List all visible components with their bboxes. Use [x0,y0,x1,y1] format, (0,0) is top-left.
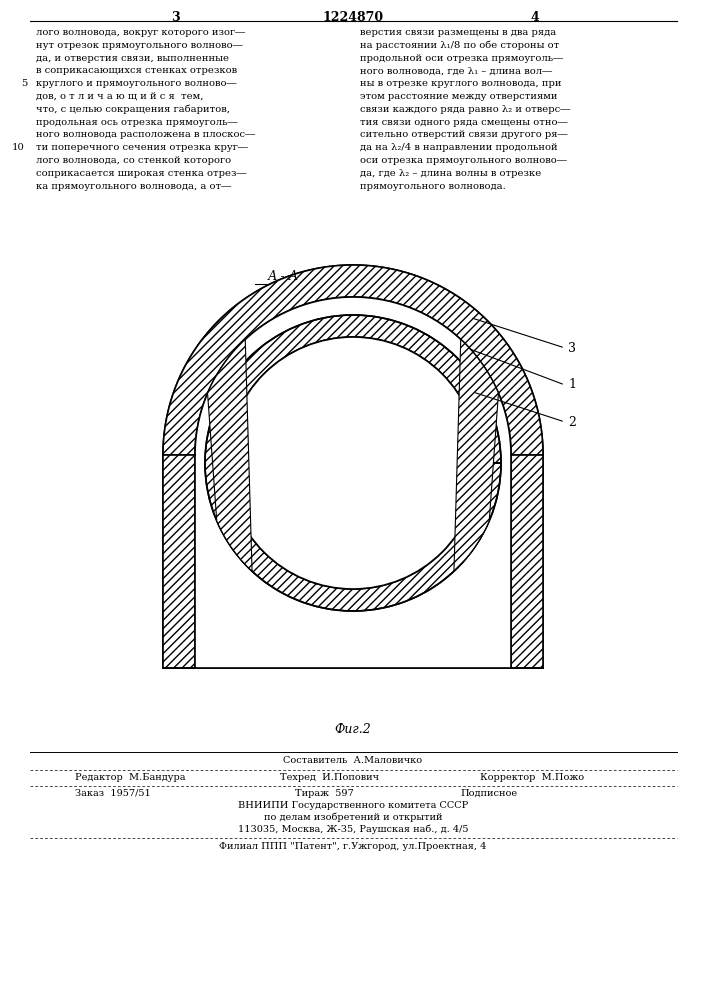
Text: ти поперечного сечения отрезка круг―: ти поперечного сечения отрезка круг― [36,143,248,152]
Polygon shape [195,297,511,668]
Text: ны в отрезке круглого волновода, при: ны в отрезке круглого волновода, при [360,79,561,88]
Text: ного волновода расположена в плоскос―: ного волновода расположена в плоскос― [36,130,255,139]
Polygon shape [163,265,543,668]
Text: ного волновода, где λ₁ – длина вол―: ного волновода, где λ₁ – длина вол― [360,66,552,75]
Text: да, где λ₂ – длина волны в отрезке: да, где λ₂ – длина волны в отрезке [360,169,542,178]
Text: сительно отверстий связи другого ря―: сительно отверстий связи другого ря― [360,130,568,139]
Text: Заказ  1957/51: Заказ 1957/51 [75,789,151,798]
Text: связи каждого ряда равно λ₂ и отверс―: связи каждого ряда равно λ₂ и отверс― [360,105,571,114]
Polygon shape [163,455,195,668]
Text: соприкасается широкая стенка отрез―: соприкасается широкая стенка отрез― [36,169,247,178]
Text: Редактор  М.Бандура: Редактор М.Бандура [75,773,185,782]
Text: 113035, Москва, Ж-35, Раушская наб., д. 4/5: 113035, Москва, Ж-35, Раушская наб., д. … [238,824,468,834]
Text: круглого и прямоугольного волново―: круглого и прямоугольного волново― [36,79,237,88]
Text: 4: 4 [531,11,539,24]
Text: дов, о т л и ч а ю щ и й с я  тем,: дов, о т л и ч а ю щ и й с я тем, [36,92,204,101]
Text: оси отрезка прямоугольного волново―: оси отрезка прямоугольного волново― [360,156,567,165]
Text: что, с целью сокращения габаритов,: что, с целью сокращения габаритов, [36,105,230,114]
Text: Корректор  М.Пожо: Корректор М.Пожо [480,773,584,782]
Text: тия связи одного ряда смещены отно―: тия связи одного ряда смещены отно― [360,118,568,127]
Text: 3: 3 [170,11,180,24]
Text: 1224870: 1224870 [322,11,384,24]
Polygon shape [208,339,252,571]
Polygon shape [163,265,543,455]
Text: лого волновода, вокруг которого изог―: лого волновода, вокруг которого изог― [36,28,245,37]
Text: ВНИИПИ Государственного комитета СССР: ВНИИПИ Государственного комитета СССР [238,801,468,810]
Text: да на λ₂/4 в направлении продольной: да на λ₂/4 в направлении продольной [360,143,558,152]
Text: 2: 2 [568,416,576,428]
Text: Филиал ППП "Патент", г.Ужгород, ул.Проектная, 4: Филиал ППП "Патент", г.Ужгород, ул.Проек… [219,842,486,851]
Text: верстия связи размещены в два ряда: верстия связи размещены в два ряда [360,28,556,37]
Text: нут отрезок прямоугольного волново―: нут отрезок прямоугольного волново― [36,41,243,50]
Text: 1: 1 [568,378,576,391]
Polygon shape [205,315,501,611]
Text: Подписное: Подписное [460,789,517,798]
Text: лого волновода, со стенкой которого: лого волновода, со стенкой которого [36,156,231,165]
Polygon shape [454,339,498,571]
Text: Техред  И.Попович: Техред И.Попович [280,773,379,782]
Text: Тираж  597: Тираж 597 [295,789,354,798]
Text: да, и отверстия связи, выполненные: да, и отверстия связи, выполненные [36,54,229,63]
Polygon shape [511,455,543,668]
Text: на расстоянии λ₁/8 по обе стороны от: на расстоянии λ₁/8 по обе стороны от [360,41,559,50]
Text: прямоугольного волновода.: прямоугольного волновода. [360,182,506,191]
Text: Фиг.2: Фиг.2 [334,723,371,736]
Text: 3: 3 [568,342,576,355]
Text: продольная ось отрезка прямоуголь―: продольная ось отрезка прямоуголь― [36,118,238,127]
Text: в соприкасающихся стенках отрезков: в соприкасающихся стенках отрезков [36,66,237,75]
Circle shape [227,337,479,589]
Text: Составитель  А.Маловичко: Составитель А.Маловичко [284,756,423,765]
Text: ка прямоугольного волновода, а от―: ка прямоугольного волновода, а от― [36,182,231,191]
Text: продольной оси отрезка прямоуголь―: продольной оси отрезка прямоуголь― [360,54,563,63]
Text: этом расстояние между отверстиями: этом расстояние между отверстиями [360,92,558,101]
Text: по делам изобретений и открытий: по делам изобретений и открытий [264,813,443,822]
Text: 10: 10 [12,143,25,152]
Text: 5: 5 [22,79,28,88]
Text: А - А: А - А [267,270,298,283]
